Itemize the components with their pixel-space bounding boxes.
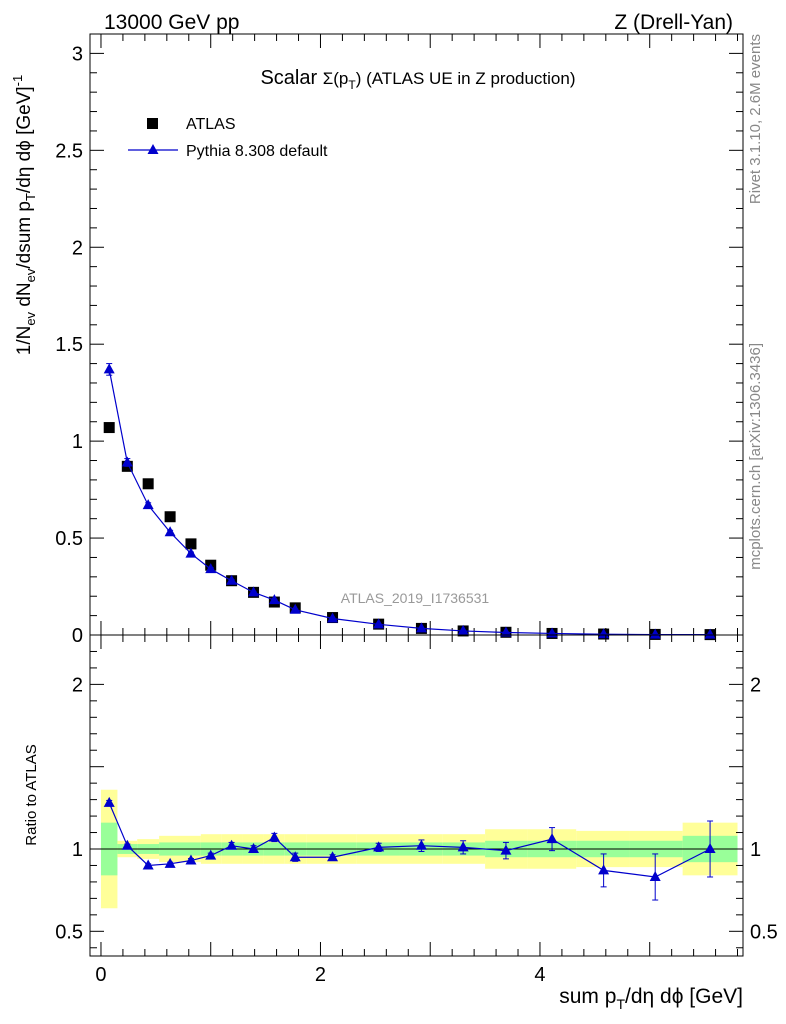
pythia-ratio-point	[289, 851, 301, 862]
pythia-point	[268, 594, 280, 605]
ylabel-a-sub: ev	[23, 311, 38, 325]
pythia-point	[248, 586, 260, 597]
ratio-axis-ticks: 0 2 4 0.5 0.5 1 1 2 2	[55, 634, 778, 986]
y-tick-label-right: 0.5	[750, 921, 778, 943]
pythia-ratio-point	[415, 839, 427, 850]
rivet-label: Rivet 3.1.10, 2.6M events	[747, 34, 764, 204]
main-axis-ticks: 0 0.5 1 1.5 2 2.5 3	[55, 33, 743, 647]
header-right: Z (Drell-Yan)	[614, 11, 733, 34]
atlas-point	[142, 478, 154, 490]
ratio-panel: 0 2 4 0.5 0.5 1 1 2 2 Ratio to ATLAS sum pT/dη d…	[23, 634, 778, 1012]
pythia-point	[598, 628, 610, 639]
main-ylabel: 1/Nev dNev/dsum pT/dη dϕ [GeV]-1	[10, 75, 38, 356]
ylabel-c-sub: T	[23, 193, 38, 201]
ylabel-d-sup: -1	[10, 75, 25, 87]
pythia-ratio-point	[268, 831, 280, 842]
header-left: 13000 GeV pp	[104, 11, 239, 34]
ratio-ylabel: Ratio to ATLAS	[23, 744, 40, 845]
pythia-ratio-point	[103, 796, 115, 807]
pythia-point	[121, 456, 133, 467]
pythia-point	[226, 574, 238, 585]
pythia-ratio-point	[704, 843, 716, 853]
pythia-point	[415, 622, 427, 633]
pythia-ratio-point	[248, 843, 260, 853]
main-panel: 0 0.5 1 1.5 2 2.5 3 ATLAS_2019_I1736531 Scalar…	[10, 33, 744, 647]
title-suffix: ) (ATLAS UE in Z production)	[356, 69, 576, 88]
legend-marker-pythia	[147, 144, 159, 154]
atlas-point	[185, 538, 197, 550]
y-tick-label: 1	[72, 431, 83, 453]
ylabel-d: /dη dϕ [GeV]	[14, 86, 35, 193]
title-sub: T	[348, 78, 356, 92]
pythia-point	[142, 499, 154, 510]
x-tick-label: 4	[534, 964, 545, 986]
legend-marker-atlas	[147, 118, 158, 129]
pythia-point	[205, 563, 217, 574]
pythia-ratio-point	[205, 849, 217, 860]
pythia-ratio-point	[185, 854, 197, 865]
y-tick-label: 3	[72, 43, 83, 65]
pythia-point	[500, 626, 512, 637]
x-tick-label: 2	[315, 964, 326, 986]
title-sigma: Σ(p	[323, 69, 349, 88]
y-tick-label: 0.5	[55, 921, 83, 943]
pythia-point	[649, 628, 661, 639]
pythia-ratio-point	[373, 841, 385, 852]
pythia-point	[164, 526, 176, 537]
y-tick-label: 1	[72, 839, 83, 861]
pythia-ratio-point	[327, 851, 339, 862]
atlas-point	[103, 422, 115, 434]
pythia-ratio-point	[598, 864, 610, 875]
ylabel-c: /dsum p	[14, 201, 35, 269]
pythia-ratio-point	[500, 844, 512, 855]
atlas-point	[164, 511, 176, 523]
title-prefix: Scalar	[260, 67, 322, 89]
xlabel-a-sub: T	[616, 996, 625, 1012]
legend-label-atlas: ATLAS	[186, 116, 236, 133]
x-tick-label: 0	[95, 964, 106, 986]
y-tick-label: 0.5	[55, 528, 83, 550]
pythia-point	[327, 612, 339, 623]
ratio-frame	[89, 634, 744, 957]
pythia-point	[373, 618, 385, 629]
y-tick-label: 2	[72, 237, 83, 259]
y-tick-label: 2	[72, 674, 83, 696]
xlabel-b: /dη dϕ [GeV]	[625, 985, 743, 1008]
pythia-ratio-point	[226, 839, 238, 850]
main-title: Scalar Σ(pT) (ATLAS UE in Z production)	[260, 67, 575, 92]
legend-label-pythia: Pythia 8.308 default	[186, 143, 328, 160]
pythia-point	[185, 547, 197, 558]
ylabel-b: dN	[14, 282, 35, 312]
ratio-xlabel: sum pT/dη dϕ [GeV]	[559, 985, 743, 1012]
xlabel-a: sum p	[559, 985, 616, 1008]
ylabel-b-sub: ev	[23, 268, 38, 282]
pythia-point	[704, 628, 716, 639]
ylabel-a: 1/N	[14, 326, 35, 356]
mcplots-label: mcplots.cern.ch [arXiv:1306.3436]	[747, 343, 764, 570]
y-tick-label: 2.5	[55, 140, 83, 162]
legend: ATLAS Pythia 8.308 default	[128, 116, 328, 160]
pythia-ratio-point	[164, 857, 176, 868]
pythia-ratio-point	[457, 841, 469, 852]
pythia-point	[457, 624, 469, 635]
pythia-ratio-point	[121, 839, 133, 850]
y-tick-label-right: 2	[750, 674, 761, 696]
pythia-ratio-point	[142, 859, 154, 870]
main-watermark: ATLAS_2019_I1736531	[341, 590, 490, 606]
y-tick-label: 1.5	[55, 334, 83, 356]
y-tick-label-right: 1	[750, 839, 761, 861]
pythia-point	[103, 363, 115, 374]
pythia-point	[289, 603, 301, 614]
pythia-ratio-point	[546, 833, 558, 844]
pythia-ratio-point	[649, 870, 661, 881]
y-tick-label: 0	[72, 625, 83, 647]
